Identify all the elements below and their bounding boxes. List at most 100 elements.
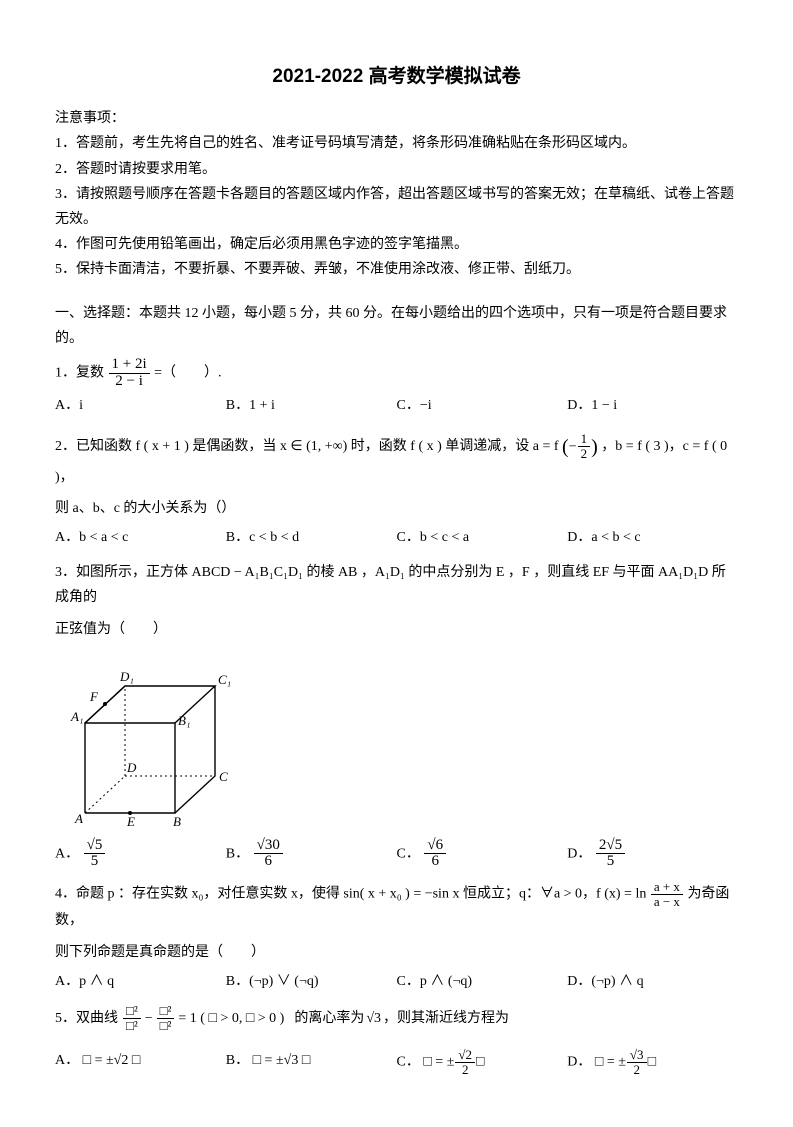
q2-opt-d: D．a < b < c — [567, 525, 738, 550]
q4-line2: 则下列命题是真命题的是（ ） — [55, 940, 738, 965]
opt-label: A． — [55, 1053, 79, 1068]
q2-options: A．b < a < c B．c < b < d C．b < c < a D．a … — [55, 525, 738, 550]
q3-opt-a: A． √55 — [55, 838, 226, 871]
frac-den: 5 — [84, 854, 106, 870]
notice-item: 4．作图可先使用铅笔画出，确定后必须用黑色字迹的签字笔描黑。 — [55, 232, 738, 257]
question-5: 5．双曲线 □²□² − □²□² = 1 ( □ > 0, □ > 0 ) 的… — [55, 1004, 738, 1032]
q4-frac: a + x a − x — [651, 880, 683, 908]
lbl-A1: A₁ — [70, 709, 83, 724]
frac-den: □² — [123, 1019, 141, 1033]
q2-opt-b: B．c < b < d — [226, 525, 397, 550]
notice-item: 2．答题时请按要求用笔。 — [55, 157, 738, 182]
opt-eq: □ = ±√3 □ — [253, 1053, 311, 1068]
frac-num: a + x — [651, 880, 683, 895]
opt-eq-post: □ — [476, 1055, 484, 1070]
frac-den: 2 — [578, 447, 591, 461]
q2-frac: 1 2 — [578, 432, 591, 460]
q5-opt-d: D． □ = ±√32□ — [567, 1048, 738, 1076]
opt-label: B． — [226, 1053, 249, 1068]
frac-den: 5 — [596, 854, 625, 870]
frac-den: 2 − i — [109, 374, 150, 390]
frac-den: a − x — [651, 895, 683, 909]
notice-item: 3．请按照题号顺序在答题卡各题目的答题区域内作答，超出答题区域书写的答案无效；在… — [55, 182, 738, 232]
q1-opt-c: C．−i — [397, 393, 568, 418]
frac-num: 1 + 2i — [109, 357, 150, 374]
opt-label: D． — [567, 1055, 591, 1070]
q1-frac: 1 + 2i 2 − i — [109, 357, 150, 390]
frac-den: 2 — [455, 1063, 475, 1077]
q1-opt-d: D．1 − i — [567, 393, 738, 418]
q1-stem-pre: 1．复数 — [55, 365, 104, 380]
q2-opt-c: C．b < c < a — [397, 525, 568, 550]
frac-num: √30 — [254, 838, 283, 855]
frac-den: □² — [157, 1019, 175, 1033]
opt-eq: □ = ± — [423, 1055, 454, 1070]
frac-den: 2 — [627, 1063, 647, 1077]
section-head: 一、选择题：本题共 12 小题，每小题 5 分，共 60 分。在每小题给出的四个… — [55, 301, 738, 351]
lbl-A: A — [74, 811, 83, 826]
lbl-B: B — [173, 814, 181, 828]
q4-opt-b: B．(¬p) ∨ (¬q) — [226, 969, 397, 994]
q1-options: A．i B．1 + i C．−i D．1 − i — [55, 393, 738, 418]
q5-opt-b: B． □ = ±√3 □ — [226, 1048, 397, 1076]
opt-label: D． — [567, 846, 591, 861]
frac-den: 6 — [424, 854, 446, 870]
question-3: 3．如图所示，正方体 ABCD − A₁B₁C₁D₁ 的棱 AB ，A₁D₁ 的… — [55, 560, 738, 610]
q5-eq-tail: = 1 ( □ > 0, □ > 0 ) — [178, 1006, 284, 1031]
q3-opt-c: C． √66 — [397, 838, 568, 871]
lbl-C: C — [219, 769, 228, 784]
q4-options: A．p ∧ q B．(¬p) ∨ (¬q) C．p ∧ (¬q) D．(¬p) … — [55, 969, 738, 994]
frac-den: 6 — [254, 854, 283, 870]
notice-item: 1．答题前，考生先将自己的姓名、准考证号码填写清楚，将条形码准确粘贴在条形码区域… — [55, 131, 738, 156]
notice-item: 5．保持卡面清洁，不要折暴、不要弄破、弄皱，不准使用涂改液、修正带、刮纸刀。 — [55, 257, 738, 282]
notice-block: 注意事项： 1．答题前，考生先将自己的姓名、准考证号码填写清楚，将条形码准确粘贴… — [55, 106, 738, 282]
question-2: 2．已知函数 f ( x + 1 ) 是偶函数，当 x ∈ (1, +∞) 时，… — [55, 429, 738, 490]
q5-options: A． □ = ±√2 □ B． □ = ±√3 □ C． □ = ±√22□ D… — [55, 1048, 738, 1076]
q2-line1a: 2．已知函数 f ( x + 1 ) 是偶函数，当 x ∈ (1, +∞) 时，… — [55, 439, 559, 454]
lbl-E: E — [126, 814, 135, 828]
frac-num: √2 — [455, 1048, 475, 1063]
opt-eq: □ = ± — [595, 1055, 626, 1070]
notice-head: 注意事项： — [55, 106, 738, 131]
opt-label: B． — [226, 846, 249, 861]
q5-stem-c: ，则其渐近线方程为 — [383, 1006, 509, 1031]
q4-opt-c: C．p ∧ (¬q) — [397, 969, 568, 994]
q5-opt-c: C． □ = ±√22□ — [397, 1048, 568, 1076]
q2-line2: 则 a、b、c 的大小关系为（） — [55, 496, 738, 521]
frac-num: 1 — [578, 432, 591, 447]
q1-stem-post: =（ ）. — [154, 365, 221, 380]
question-4: 4．命题 p ：存在实数 x₀，对任意实数 x，使得 sin( x + x₀ )… — [55, 880, 738, 933]
frac-num: 2√5 — [596, 838, 625, 855]
frac-num: √3 — [627, 1048, 647, 1063]
lbl-F: F — [89, 689, 99, 704]
cube-figure: A B C D A₁ B₁ C₁ D₁ E F — [65, 648, 245, 828]
page-title: 2021-2022 高考数学模拟试卷 — [55, 60, 738, 94]
q4-line1a: 4．命题 p ：存在实数 x₀，对任意实数 x，使得 sin( x + x₀ )… — [55, 887, 646, 902]
q3-opt-b: B． √306 — [226, 838, 397, 871]
q3-opt-d: D． 2√55 — [567, 838, 738, 871]
opt-label: C． — [397, 1055, 420, 1070]
q5-opt-a: A． □ = ±√2 □ — [55, 1048, 226, 1076]
lbl-C1: C₁ — [218, 672, 231, 687]
q1-opt-a: A．i — [55, 393, 226, 418]
question-1: 1．复数 1 + 2i 2 − i =（ ）. — [55, 357, 738, 390]
frac-num: □² — [157, 1004, 175, 1019]
q3-options: A． √55 B． √306 C． √66 D． 2√55 — [55, 838, 738, 871]
q5-stem-a: 5．双曲线 — [55, 1006, 118, 1031]
frac-num: √5 — [84, 838, 106, 855]
frac-num: √6 — [424, 838, 446, 855]
opt-label: C． — [397, 846, 420, 861]
opt-eq-post: □ — [648, 1055, 656, 1070]
lbl-D: D — [126, 760, 137, 775]
q5-stem-b: 的离心率为 — [294, 1006, 364, 1031]
q1-opt-b: B．1 + i — [226, 393, 397, 418]
opt-label: A． — [55, 846, 79, 861]
lbl-D1: D₁ — [119, 669, 134, 684]
q2-opt-a: A．b < a < c — [55, 525, 226, 550]
q3-line2: 正弦值为（ ） — [55, 617, 738, 642]
q5-sqrt3: √3 — [366, 1006, 381, 1031]
q4-opt-a: A．p ∧ q — [55, 969, 226, 994]
q4-opt-d: D．(¬p) ∧ q — [567, 969, 738, 994]
opt-eq: □ = ±√2 □ — [83, 1053, 141, 1068]
lbl-B1: B₁ — [178, 713, 190, 728]
